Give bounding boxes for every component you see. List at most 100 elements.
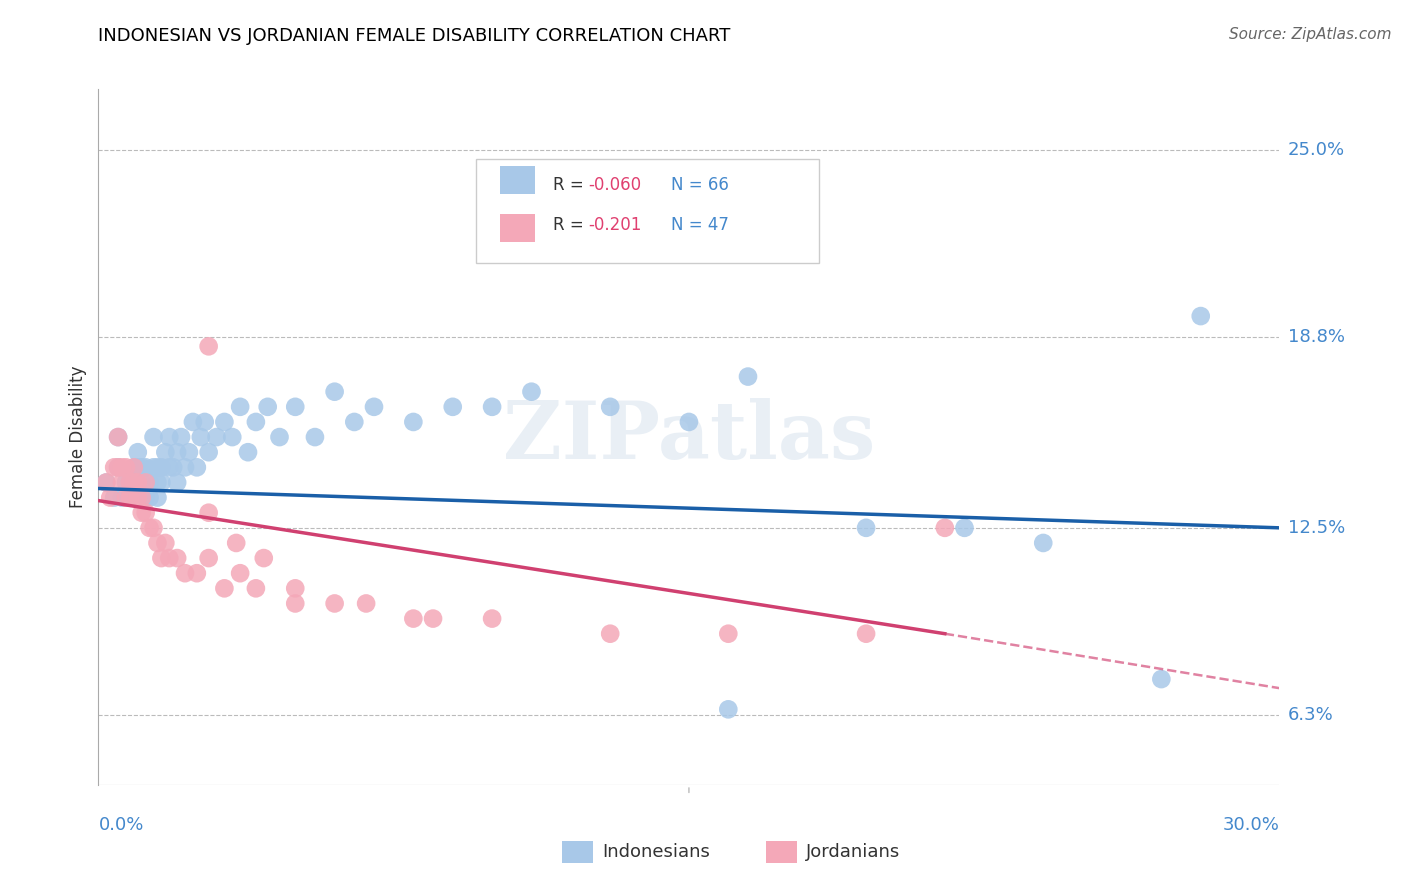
Point — [142, 430, 165, 444]
Point — [441, 400, 464, 414]
Point — [225, 536, 247, 550]
Point — [481, 400, 503, 414]
Text: R =: R = — [553, 216, 589, 234]
Text: -0.060: -0.060 — [589, 177, 641, 194]
Text: 25.0%: 25.0% — [1288, 141, 1346, 159]
Point — [214, 415, 236, 429]
Point — [131, 460, 153, 475]
Point — [520, 384, 543, 399]
Point — [174, 566, 197, 581]
Point — [855, 521, 877, 535]
Point — [127, 491, 149, 505]
Point — [127, 445, 149, 459]
Point — [186, 566, 208, 581]
Bar — [501, 214, 536, 243]
Text: -0.201: -0.201 — [589, 216, 643, 234]
Point — [115, 491, 138, 505]
Point — [98, 491, 121, 505]
Point — [157, 551, 180, 566]
Point — [150, 475, 173, 490]
Point — [599, 626, 621, 640]
Point — [520, 203, 543, 218]
Point — [155, 445, 177, 459]
Point — [284, 400, 307, 414]
Point — [107, 430, 129, 444]
Point — [197, 506, 219, 520]
Point — [103, 460, 125, 475]
Text: N = 47: N = 47 — [671, 216, 730, 234]
Point — [122, 460, 145, 475]
Point — [229, 400, 252, 414]
Point — [150, 460, 173, 475]
Point — [170, 430, 193, 444]
Point — [166, 445, 188, 459]
Point — [122, 475, 145, 490]
Point — [245, 415, 267, 429]
Point — [150, 551, 173, 566]
Point — [118, 475, 141, 490]
Point — [186, 460, 208, 475]
Point — [142, 521, 165, 535]
Point — [678, 415, 700, 429]
Point — [96, 475, 118, 490]
Point — [166, 475, 188, 490]
Point — [103, 491, 125, 505]
Point — [284, 597, 307, 611]
Text: R =: R = — [553, 177, 589, 194]
Point — [146, 460, 169, 475]
Point — [146, 475, 169, 490]
Text: ZIPatlas: ZIPatlas — [503, 398, 875, 476]
Point — [197, 551, 219, 566]
Point — [304, 430, 326, 444]
Point — [138, 491, 160, 505]
Point — [1189, 309, 1212, 323]
Text: Indonesians: Indonesians — [602, 843, 710, 861]
Point — [107, 460, 129, 475]
Point — [253, 551, 276, 566]
Point — [194, 415, 217, 429]
Point — [122, 460, 145, 475]
Point — [127, 475, 149, 490]
Y-axis label: Female Disability: Female Disability — [69, 366, 87, 508]
Point — [402, 611, 425, 625]
Point — [177, 445, 200, 459]
Point — [135, 475, 157, 490]
Point — [953, 521, 976, 535]
Point — [481, 611, 503, 625]
Text: INDONESIAN VS JORDANIAN FEMALE DISABILITY CORRELATION CHART: INDONESIAN VS JORDANIAN FEMALE DISABILIT… — [98, 27, 731, 45]
Point — [256, 400, 278, 414]
Point — [197, 339, 219, 353]
Point — [422, 611, 444, 625]
Point — [284, 582, 307, 596]
Point — [135, 491, 157, 505]
Text: 18.8%: 18.8% — [1288, 328, 1344, 346]
Point — [118, 491, 141, 505]
Point — [236, 445, 259, 459]
Text: N = 66: N = 66 — [671, 177, 730, 194]
Point — [138, 475, 160, 490]
Point — [111, 491, 134, 505]
Point — [205, 430, 228, 444]
Point — [162, 460, 184, 475]
Point — [157, 430, 180, 444]
Point — [855, 626, 877, 640]
Bar — [501, 166, 536, 194]
Point — [181, 415, 204, 429]
Point — [131, 475, 153, 490]
Point — [190, 430, 212, 444]
Point — [363, 400, 385, 414]
Text: 6.3%: 6.3% — [1288, 706, 1333, 724]
Point — [1150, 672, 1173, 686]
Point — [934, 521, 956, 535]
Point — [155, 536, 177, 550]
Text: Source: ZipAtlas.com: Source: ZipAtlas.com — [1229, 27, 1392, 42]
Point — [135, 460, 157, 475]
Point — [146, 491, 169, 505]
Point — [323, 597, 346, 611]
Point — [111, 475, 134, 490]
Point — [269, 430, 291, 444]
Point — [1032, 536, 1054, 550]
Point — [245, 582, 267, 596]
Text: 12.5%: 12.5% — [1288, 519, 1346, 537]
Point — [115, 460, 138, 475]
